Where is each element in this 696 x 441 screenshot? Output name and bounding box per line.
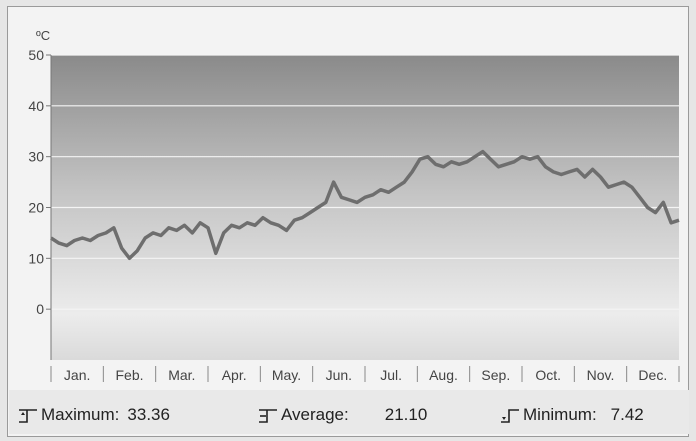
minimum-label: Minimum: (523, 405, 597, 424)
y-tick-label: 40 (28, 98, 44, 114)
x-tick-label: May. (272, 367, 301, 383)
x-tick-label: Mar. (168, 367, 195, 383)
minimum-stat: Minimum: 7.42 (499, 403, 644, 427)
gridlines (51, 54, 679, 310)
y-axis: 50 40 30 20 10 0 (28, 47, 51, 317)
average-stat: Average: 21.10 (257, 403, 427, 427)
minimum-icon (499, 406, 521, 424)
maximum-stat: Maximum: 33.36 (17, 403, 170, 427)
average-label: Average: (281, 405, 349, 424)
x-tick-label: Apr. (222, 367, 247, 383)
y-tick-label: 10 (28, 250, 44, 266)
x-tick-label: Nov. (587, 367, 615, 383)
x-tick-label: Feb. (115, 367, 143, 383)
x-tick-label: Dec. (638, 367, 667, 383)
average-icon (257, 406, 279, 424)
x-tick-label: Jul. (380, 367, 402, 383)
x-tick-label: Jun. (326, 367, 352, 383)
y-tick-label: 0 (36, 301, 44, 317)
y-tick-label: 20 (28, 200, 44, 216)
x-tick-label: Oct. (535, 367, 561, 383)
minimum-value: 7.42 (610, 405, 644, 424)
unit-label: ºC (36, 28, 50, 43)
maximum-icon (17, 406, 39, 424)
maximum-label: Maximum: (41, 405, 120, 424)
x-tick-label: Aug. (429, 367, 458, 383)
temperature-series-line (50, 149, 680, 261)
y-tick-label: 50 (28, 47, 44, 63)
x-tick-label: Jan. (64, 367, 90, 383)
average-value: 21.10 (384, 405, 428, 424)
x-tick-label: Sep. (481, 367, 510, 383)
y-tick-label: 30 (28, 149, 44, 165)
stats-bar: Maximum: 33.36 Average: 21.10 Minimum: 7… (9, 390, 689, 434)
x-axis: Jan. Feb. Mar. Apr. May. Jun. Jul. Aug. Sep. Oct.… (50, 366, 680, 383)
maximum-value: 33.36 (127, 405, 170, 424)
